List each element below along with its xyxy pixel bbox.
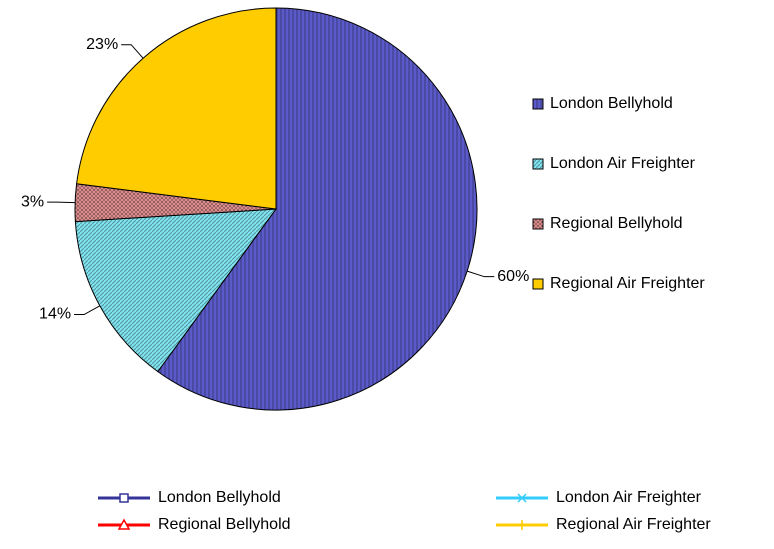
data-label: 14% (39, 306, 71, 323)
legend-label: Regional Bellyhold (550, 215, 683, 232)
leader-line (47, 201, 76, 204)
legend-swatch (532, 158, 544, 170)
legend-label: London Bellyhold (550, 95, 673, 112)
pie-slice (157, 7, 478, 411)
legend-label: London Air Freighter (550, 155, 696, 172)
legend-marker (517, 493, 527, 503)
data-label: 60% (497, 268, 529, 285)
legend-marker (117, 518, 131, 530)
legend-swatch (532, 218, 544, 230)
data-label: 3% (21, 193, 44, 210)
legend-label: Regional Air Freighter (550, 275, 705, 292)
legend-marker (517, 520, 527, 530)
legend-swatch (532, 98, 544, 110)
pie-slice (74, 208, 278, 373)
legend-swatch (532, 278, 544, 290)
data-label: 23% (86, 36, 118, 53)
leader-line (74, 305, 101, 316)
legend-label: Regional Air Freighter (556, 516, 711, 533)
leader-line (121, 44, 144, 59)
legend-label: London Air Freighter (556, 489, 702, 506)
legend-label: Regional Bellyhold (158, 516, 291, 533)
pie-slice (76, 7, 277, 210)
legend-marker (119, 493, 129, 503)
legend-label: London Bellyhold (158, 489, 281, 506)
leader-line (467, 270, 495, 278)
